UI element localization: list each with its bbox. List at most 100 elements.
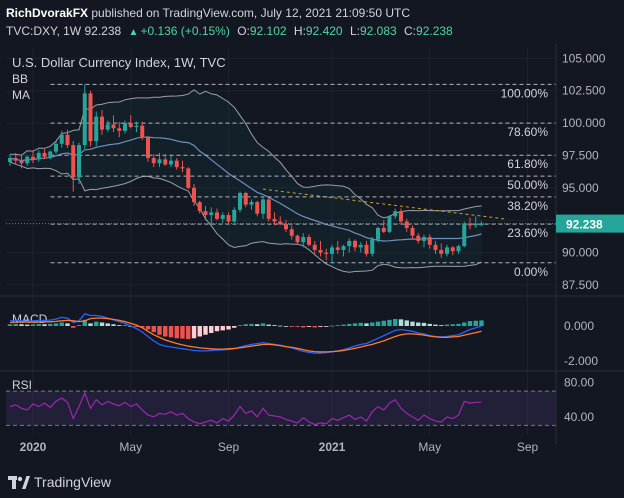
macd-histogram-bar <box>25 324 30 326</box>
footer: TradingView <box>0 466 624 498</box>
candle-body <box>169 160 173 165</box>
candle-body <box>77 145 81 178</box>
fib-label: 100.00% <box>501 86 549 100</box>
close-key: C: <box>404 24 417 38</box>
candle-body <box>157 159 162 164</box>
candle-body <box>307 237 311 245</box>
macd-histogram-bar <box>364 323 369 326</box>
candle-body <box>324 252 329 254</box>
candle-body <box>370 239 375 254</box>
macd-histogram-bar <box>168 326 174 338</box>
time-axis[interactable]: 2020 May Sep 2021 May Sep <box>20 440 539 454</box>
candle-body <box>13 158 18 161</box>
chart-header: RichDvorakFX published on TradingView.co… <box>0 0 624 48</box>
macd-histogram-bar <box>151 326 156 333</box>
macd-histogram-bar <box>398 319 404 326</box>
macd-tick-label: 0.000 <box>564 319 594 333</box>
macd-histogram-bar <box>186 326 191 340</box>
candle-body <box>341 246 346 250</box>
candle-body <box>410 227 415 236</box>
publisher-line: RichDvorakFX published on TradingView.co… <box>6 6 410 20</box>
macd-histogram-bar <box>301 326 306 328</box>
legend-bb[interactable]: BB <box>12 72 28 86</box>
candle-body <box>209 212 214 216</box>
candle-body <box>117 128 122 131</box>
candle-body <box>364 244 369 254</box>
legend-ma[interactable]: MA <box>12 88 30 102</box>
macd-histogram-bar <box>416 322 421 326</box>
candle-body <box>238 193 242 210</box>
candle-body <box>65 134 70 146</box>
candle-body <box>174 160 179 168</box>
macd-histogram-bar <box>479 320 484 326</box>
fib-label: 61.80% <box>507 157 548 171</box>
last-price-tag-label: 92.238 <box>566 218 603 232</box>
macd-histogram-bar <box>105 323 110 326</box>
price-tick-label: 102.500 <box>562 84 606 98</box>
tradingview-logo-icon[interactable] <box>8 473 30 491</box>
price-tick-label: 87.500 <box>562 278 599 292</box>
macd-histogram-bar <box>272 325 277 326</box>
price-pane[interactable]: 100.00% 78.60% 61.80% 50.00% 38.20% 23.60% 0.0… <box>6 48 556 434</box>
time-tick-label: Sep <box>218 440 240 454</box>
signal-line <box>9 317 482 353</box>
candle-body <box>8 158 12 162</box>
macd-histogram-bar <box>358 322 363 326</box>
price-tick-label: 90.000 <box>562 246 599 260</box>
macd-histogram-bar <box>243 324 248 326</box>
candle-body <box>479 223 484 226</box>
candle-body <box>456 246 461 252</box>
published-text: published on TradingView.com, July 12, 2… <box>91 6 411 20</box>
candle-body <box>197 202 202 212</box>
rsi-pane[interactable]: RSI <box>6 378 556 426</box>
bb-lower-line <box>9 161 482 273</box>
tradingview-brand[interactable]: TradingView <box>34 474 112 490</box>
bollinger-bands <box>9 89 505 273</box>
macd-histogram-bar <box>255 324 260 326</box>
macd-histogram-bar <box>232 326 237 328</box>
price-chart[interactable]: 100.00% 78.60% 61.80% 50.00% 38.20% 23.60% 0.0… <box>0 44 624 466</box>
macd-histogram-bar <box>381 320 386 326</box>
candle-body <box>284 224 288 230</box>
macd-histogram-bar <box>180 326 185 339</box>
candle-body <box>427 237 432 245</box>
candle-body <box>318 249 323 253</box>
candle-body <box>301 237 306 243</box>
candle-body <box>82 93 87 146</box>
candle-body <box>151 158 156 164</box>
price-change: +0.136 (+0.15%) <box>140 24 230 38</box>
candle-body <box>387 216 392 232</box>
candle-body <box>335 247 340 250</box>
macd-histogram-bar <box>88 323 93 326</box>
time-tick-label: May <box>418 440 441 454</box>
price-axis[interactable]: 105.000102.500100.00097.50095.00092.5009… <box>562 51 606 423</box>
rsi-tick-label: 80.00 <box>564 376 594 390</box>
candle-body <box>42 152 47 157</box>
candle-body <box>422 237 426 241</box>
macd-pane[interactable]: MACD <box>7 312 484 354</box>
candle-body <box>272 218 277 222</box>
macd-histogram-bar <box>7 324 13 326</box>
fib-label: 23.60% <box>507 226 548 240</box>
candle-body <box>232 209 237 222</box>
macd-histogram-bar <box>209 326 214 333</box>
low-key: L: <box>349 24 360 38</box>
trendline <box>262 188 505 220</box>
macd-histogram-bar <box>30 324 36 326</box>
candlesticks <box>8 84 484 263</box>
candle-body <box>48 151 53 157</box>
candle-body <box>128 123 133 127</box>
price-tick-label: 95.000 <box>562 181 599 195</box>
price-tick-label: 105.000 <box>562 51 606 65</box>
macd-histogram-bar <box>410 321 415 326</box>
macd-histogram-bar <box>19 324 24 326</box>
macd-histogram-bar <box>76 325 82 326</box>
time-tick-label: Sep <box>517 440 539 454</box>
candle-body <box>404 221 409 228</box>
author-name[interactable]: RichDvorakFX <box>6 6 89 20</box>
candle-body <box>31 156 35 160</box>
macd-histogram-bar <box>111 324 116 326</box>
macd-histogram-bar <box>36 323 41 326</box>
candle-body <box>134 125 139 127</box>
macd-histogram-bar <box>387 319 392 326</box>
